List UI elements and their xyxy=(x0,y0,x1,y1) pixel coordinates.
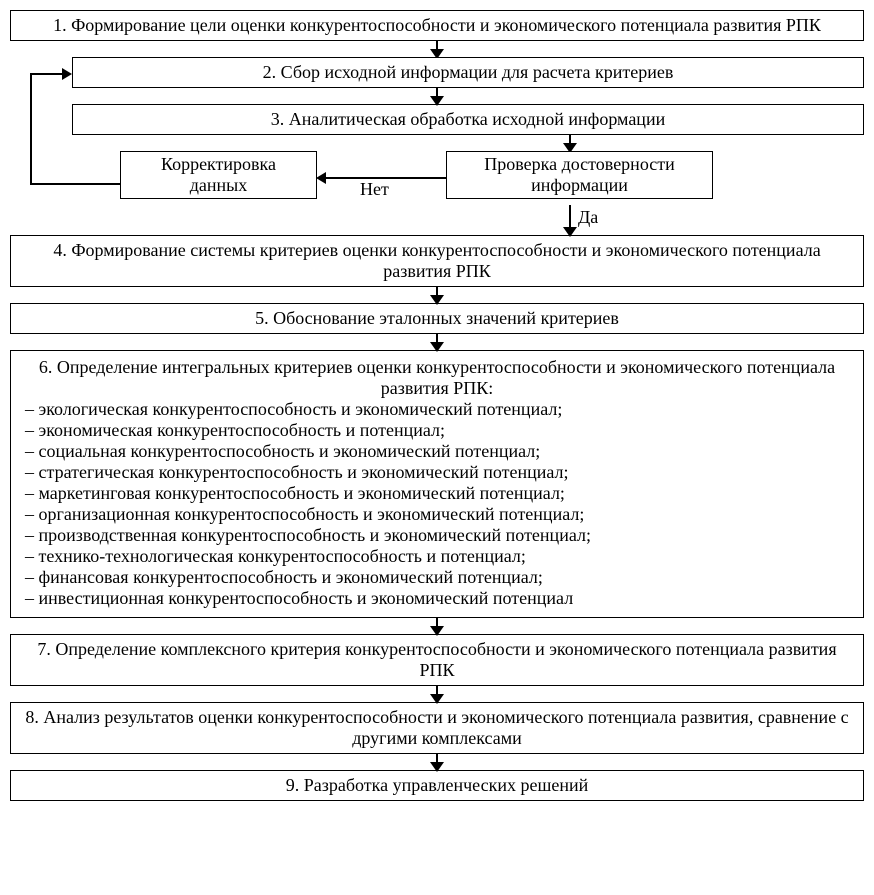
step-4: 4. Формирование системы критериев оценки… xyxy=(10,235,864,287)
feedback-top-horiz xyxy=(30,73,64,75)
arrow-7-8 xyxy=(436,686,438,702)
step-6-item: – инвестиционная конкурентоспособность и… xyxy=(25,588,849,609)
arrow-2-3 xyxy=(436,88,438,104)
step-6-item: – маркетинговая конкурентоспособность и … xyxy=(25,483,849,504)
step-6: 6. Определение интегральных критериев оц… xyxy=(10,350,864,618)
arrow-5-6 xyxy=(436,334,438,350)
decision-row: Корректировка данных Проверка достоверно… xyxy=(72,151,864,205)
correct-data-box: Корректировка данных xyxy=(120,151,317,199)
feedback-arrowhead xyxy=(62,68,72,80)
check-label: Проверка достоверности информации xyxy=(484,154,675,195)
step-6-item: – финансовая конкурентоспособность и эко… xyxy=(25,567,849,588)
step-6-list: – экологическая конкурентоспособность и … xyxy=(25,399,849,609)
check-box: Проверка достоверности информации xyxy=(446,151,713,199)
feedback-vert xyxy=(30,73,32,185)
step-2: 2. Сбор исходной информации для расчета … xyxy=(72,57,864,88)
yes-arrow: Да xyxy=(10,205,864,235)
step-3: 3. Аналитическая обработка исходной инфо… xyxy=(72,104,864,135)
step-6-item: – экономическая конкурентоспособность и … xyxy=(25,420,849,441)
yes-label: Да xyxy=(578,207,598,228)
arrow-4-5 xyxy=(436,287,438,303)
step-6-item: – экологическая конкурентоспособность и … xyxy=(25,399,849,420)
step-6-head: 6. Определение интегральных критериев оц… xyxy=(25,357,849,399)
arrow-6-7 xyxy=(436,618,438,634)
step-6-item: – стратегическая конкурентоспособность и… xyxy=(25,462,849,483)
step-8: 8. Анализ результатов оценки конкурентос… xyxy=(10,702,864,754)
arrow-1-2 xyxy=(436,41,438,57)
loop-region: 2. Сбор исходной информации для расчета … xyxy=(10,57,864,205)
arrow-8-9 xyxy=(436,754,438,770)
step-6-item: – производственная конкурентоспособность… xyxy=(25,525,849,546)
step-6-item: – технико-технологическая конкурентоспос… xyxy=(25,546,849,567)
step-5: 5. Обоснование эталонных значений критер… xyxy=(10,303,864,334)
correct-data-label: Корректировка данных xyxy=(161,154,276,195)
no-label: Нет xyxy=(360,179,389,200)
step-7: 7. Определение комплексного критерия кон… xyxy=(10,634,864,686)
step-6-item: – организационная конкурентоспособность … xyxy=(25,504,849,525)
step-9: 9. Разработка управленческих решений xyxy=(10,770,864,801)
flowchart: 1. Формирование цели оценки конкурентосп… xyxy=(10,10,864,801)
step-6-item: – социальная конкурентоспособность и эко… xyxy=(25,441,849,462)
step-1: 1. Формирование цели оценки конкурентосп… xyxy=(10,10,864,41)
